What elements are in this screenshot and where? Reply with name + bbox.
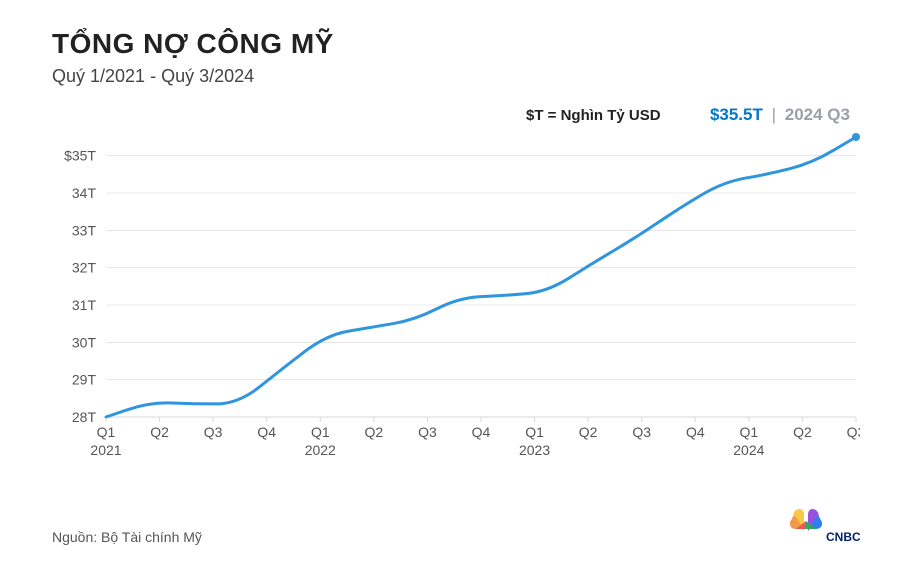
svg-text:Q2: Q2 [793,424,812,440]
svg-text:Q3: Q3 [418,424,437,440]
svg-text:34T: 34T [72,185,97,201]
line-chart-svg: 28T 29T 30T 31T 32T 33T 34T $35T Q1 Q2 Q3 Q4 Q1 Q2 Q3 Q… [52,105,860,475]
svg-text:2022: 2022 [305,442,336,458]
svg-text:Q2: Q2 [150,424,169,440]
callout-value: $35.5T [710,105,763,124]
svg-text:Q3: Q3 [847,424,860,440]
chart-area: 28T 29T 30T 31T 32T 33T 34T $35T Q1 Q2 Q3 Q4 Q1 Q2 Q3 Q… [52,105,860,475]
svg-text:Q4: Q4 [686,424,705,440]
callout-period: 2024 Q3 [785,105,850,124]
source-text: Nguồn: Bộ Tài chính Mỹ [52,529,202,545]
svg-text:29T: 29T [72,372,97,388]
svg-text:Q1: Q1 [311,424,330,440]
svg-text:$35T: $35T [64,148,96,164]
svg-text:2021: 2021 [90,442,121,458]
svg-text:2023: 2023 [519,442,550,458]
svg-text:Q3: Q3 [632,424,651,440]
svg-text:Q1: Q1 [740,424,759,440]
chart-subtitle: Quý 1/2021 - Quý 3/2024 [52,66,860,87]
svg-text:2024: 2024 [733,442,764,458]
chart-footer: Nguồn: Bộ Tài chính Mỹ CNBC [52,507,860,545]
unit-note: $T = Nghìn Tỷ USD [526,107,661,124]
svg-text:Q4: Q4 [257,424,276,440]
cnbc-logo: CNBC [790,507,860,545]
svg-text:28T: 28T [72,409,97,425]
svg-text:Q2: Q2 [365,424,384,440]
svg-text:32T: 32T [72,260,97,276]
chart-title: TỔNG NỢ CÔNG MỸ [52,28,860,60]
svg-text:Q4: Q4 [472,424,491,440]
svg-text:33T: 33T [72,222,97,238]
svg-text:30T: 30T [72,334,97,350]
svg-text:31T: 31T [72,297,97,313]
callout-divider: | [772,105,776,124]
svg-text:Q2: Q2 [579,424,598,440]
data-callout: $35.5T | 2024 Q3 [710,105,850,125]
svg-text:Q3: Q3 [204,424,223,440]
svg-text:Q1: Q1 [525,424,544,440]
cnbc-logo-text: CNBC [826,530,860,544]
svg-text:Q1: Q1 [97,424,116,440]
